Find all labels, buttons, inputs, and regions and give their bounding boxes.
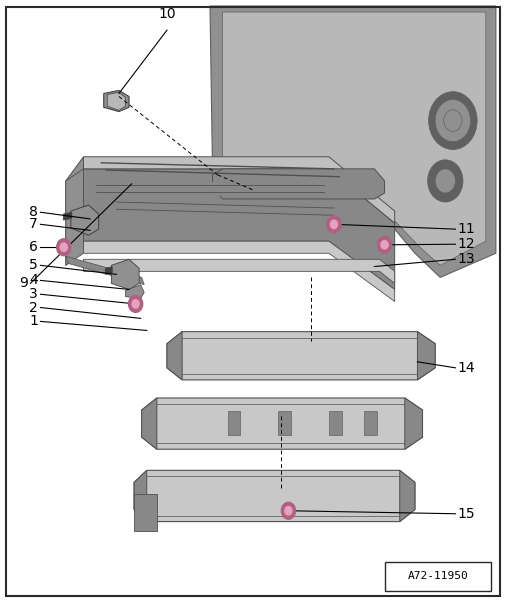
Circle shape	[434, 99, 470, 142]
Text: 12: 12	[457, 237, 475, 251]
Text: 5: 5	[29, 258, 38, 273]
Text: A72-11950: A72-11950	[407, 572, 467, 581]
Text: 15: 15	[457, 507, 475, 521]
Text: 10: 10	[158, 7, 175, 21]
Polygon shape	[134, 494, 157, 531]
Polygon shape	[83, 169, 394, 289]
Bar	[328, 411, 341, 435]
Text: 14: 14	[457, 361, 475, 375]
Polygon shape	[83, 241, 394, 302]
Polygon shape	[83, 157, 394, 223]
Circle shape	[377, 236, 391, 253]
Polygon shape	[83, 259, 394, 283]
Text: 2: 2	[29, 300, 38, 315]
Circle shape	[60, 243, 67, 251]
Polygon shape	[167, 332, 182, 380]
Polygon shape	[167, 332, 434, 380]
Text: 7: 7	[29, 217, 38, 232]
Bar	[227, 411, 240, 435]
Circle shape	[281, 502, 295, 519]
Polygon shape	[66, 256, 144, 285]
Polygon shape	[222, 12, 485, 265]
Text: 1: 1	[29, 314, 38, 329]
Polygon shape	[111, 259, 139, 289]
Circle shape	[443, 110, 461, 131]
Text: 8: 8	[29, 205, 38, 219]
Polygon shape	[63, 212, 72, 220]
Circle shape	[57, 239, 71, 256]
Polygon shape	[105, 267, 112, 274]
Polygon shape	[66, 157, 83, 265]
Polygon shape	[141, 398, 422, 449]
Circle shape	[427, 160, 462, 202]
Circle shape	[434, 169, 454, 193]
Bar	[384, 562, 490, 591]
Bar	[278, 411, 290, 435]
Text: 11: 11	[457, 222, 475, 236]
Polygon shape	[404, 398, 422, 449]
Polygon shape	[399, 470, 414, 522]
Polygon shape	[417, 332, 434, 380]
Bar	[364, 411, 376, 435]
Polygon shape	[134, 470, 414, 522]
Polygon shape	[66, 169, 83, 265]
Circle shape	[132, 300, 139, 308]
Polygon shape	[212, 169, 384, 199]
Text: 3: 3	[29, 287, 38, 302]
Polygon shape	[141, 398, 157, 449]
Circle shape	[326, 216, 340, 233]
Polygon shape	[134, 470, 146, 522]
Circle shape	[284, 507, 291, 515]
Polygon shape	[104, 90, 129, 112]
Polygon shape	[71, 205, 98, 235]
Circle shape	[428, 92, 476, 150]
Text: 6: 6	[29, 240, 38, 254]
Circle shape	[330, 220, 337, 229]
Polygon shape	[125, 285, 144, 298]
Text: 13: 13	[457, 252, 475, 267]
Polygon shape	[210, 6, 495, 277]
Text: 9: 9	[19, 276, 28, 291]
Circle shape	[380, 241, 387, 249]
Text: 4: 4	[29, 273, 38, 288]
Polygon shape	[107, 92, 125, 110]
Circle shape	[128, 295, 142, 312]
